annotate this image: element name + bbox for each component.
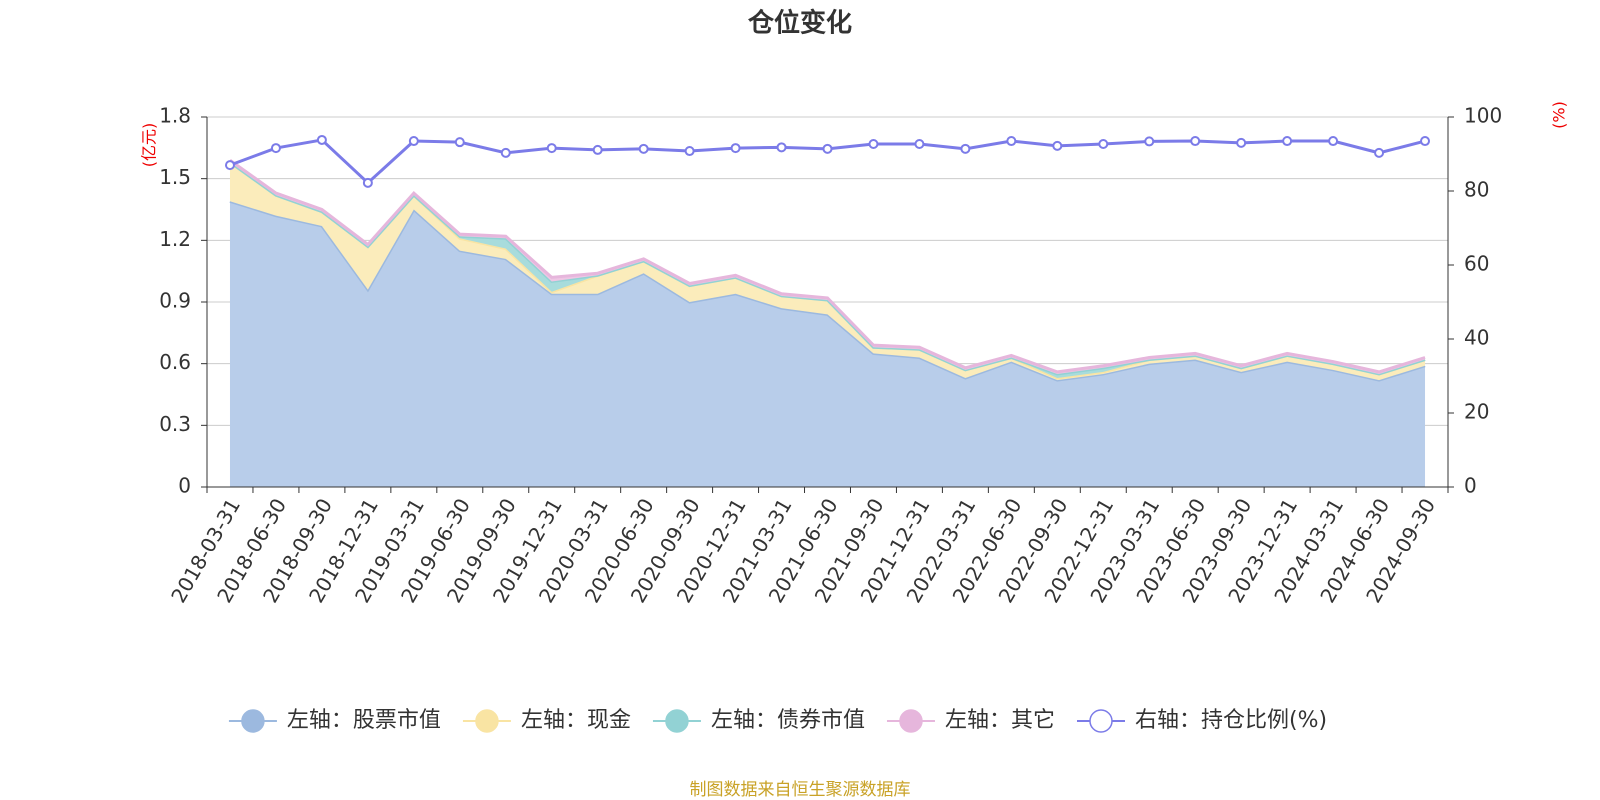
ratio-point — [638, 143, 649, 154]
ratio-point — [1420, 136, 1431, 147]
ratio-point — [684, 146, 695, 157]
legend: 左轴：股票市值 左轴：现金 左轴：债券市值 左轴：其它 右轴：持仓比例(%) — [228, 708, 1327, 733]
y2-tick-label: 0 — [1464, 474, 1477, 498]
ratio-point — [408, 136, 419, 147]
y2-tick-label: 80 — [1464, 178, 1489, 202]
area-fill — [229, 201, 1426, 487]
ratio-point — [776, 142, 787, 153]
y2-tick-label: 20 — [1464, 400, 1489, 424]
source-note: 制图数据来自恒生聚源数据库 — [690, 780, 911, 800]
legend-marker — [899, 709, 923, 733]
legend-marker — [665, 709, 689, 733]
ratio-point — [822, 143, 833, 154]
ratio-point — [730, 143, 741, 154]
legend-item: 左轴：其它 — [886, 708, 1055, 733]
ratio-point — [1190, 136, 1201, 147]
y-axis-label: (亿元) — [140, 123, 159, 168]
y2-tick-label: 40 — [1464, 326, 1489, 350]
y-tick-label: 1.2 — [159, 227, 191, 251]
legend-label: 左轴：其它 — [945, 708, 1055, 733]
ratio-point — [960, 143, 971, 154]
ratio-point — [546, 143, 557, 154]
legend-marker — [475, 709, 499, 733]
legend-item: 左轴：股票市值 — [228, 708, 441, 733]
ratio-point — [1144, 136, 1155, 147]
y2-tick-label: 100 — [1464, 104, 1502, 128]
ratio-point — [1098, 139, 1109, 150]
ratio-point — [592, 144, 603, 155]
y-tick-label: 0.3 — [159, 412, 191, 436]
y-tick-label: 0.9 — [159, 289, 191, 313]
legend-item: 左轴：债券市值 — [652, 708, 865, 733]
ratio-point — [316, 134, 327, 145]
legend-item: 右轴：持仓比例(%) — [1076, 708, 1327, 733]
legend-marker — [241, 709, 265, 733]
ratio-point — [1236, 137, 1247, 148]
area-line — [229, 158, 1426, 374]
y-tick-label: 1.5 — [159, 165, 191, 189]
legend-label: 左轴：现金 — [521, 708, 631, 733]
ratio-point — [270, 143, 281, 154]
y-tick-label: 1.8 — [159, 104, 191, 128]
legend-item: 左轴：现金 — [462, 708, 631, 733]
y-tick-label: 0.6 — [159, 350, 191, 374]
y-tick-label: 0 — [178, 474, 191, 498]
chart-title: 仓位变化 — [747, 8, 852, 39]
y2-axis-label: (%) — [1550, 101, 1569, 129]
ratio-point — [224, 160, 235, 171]
ratio-point — [500, 147, 511, 158]
ratio-point — [454, 137, 465, 148]
legend-marker — [1089, 709, 1113, 733]
ratio-point — [1282, 136, 1293, 147]
y2-tick-label: 60 — [1464, 252, 1489, 276]
legend-label: 左轴：股票市值 — [287, 708, 441, 733]
ratio-point — [1052, 140, 1063, 151]
ratio-point — [362, 177, 373, 188]
ratio-point — [914, 139, 925, 150]
ratio-point — [1006, 136, 1017, 147]
legend-label: 左轴：债券市值 — [711, 708, 865, 733]
ratio-point — [868, 139, 879, 150]
ratio-point — [1328, 136, 1339, 147]
ratio-point — [1374, 147, 1385, 158]
legend-label: 右轴：持仓比例(%) — [1135, 708, 1327, 733]
